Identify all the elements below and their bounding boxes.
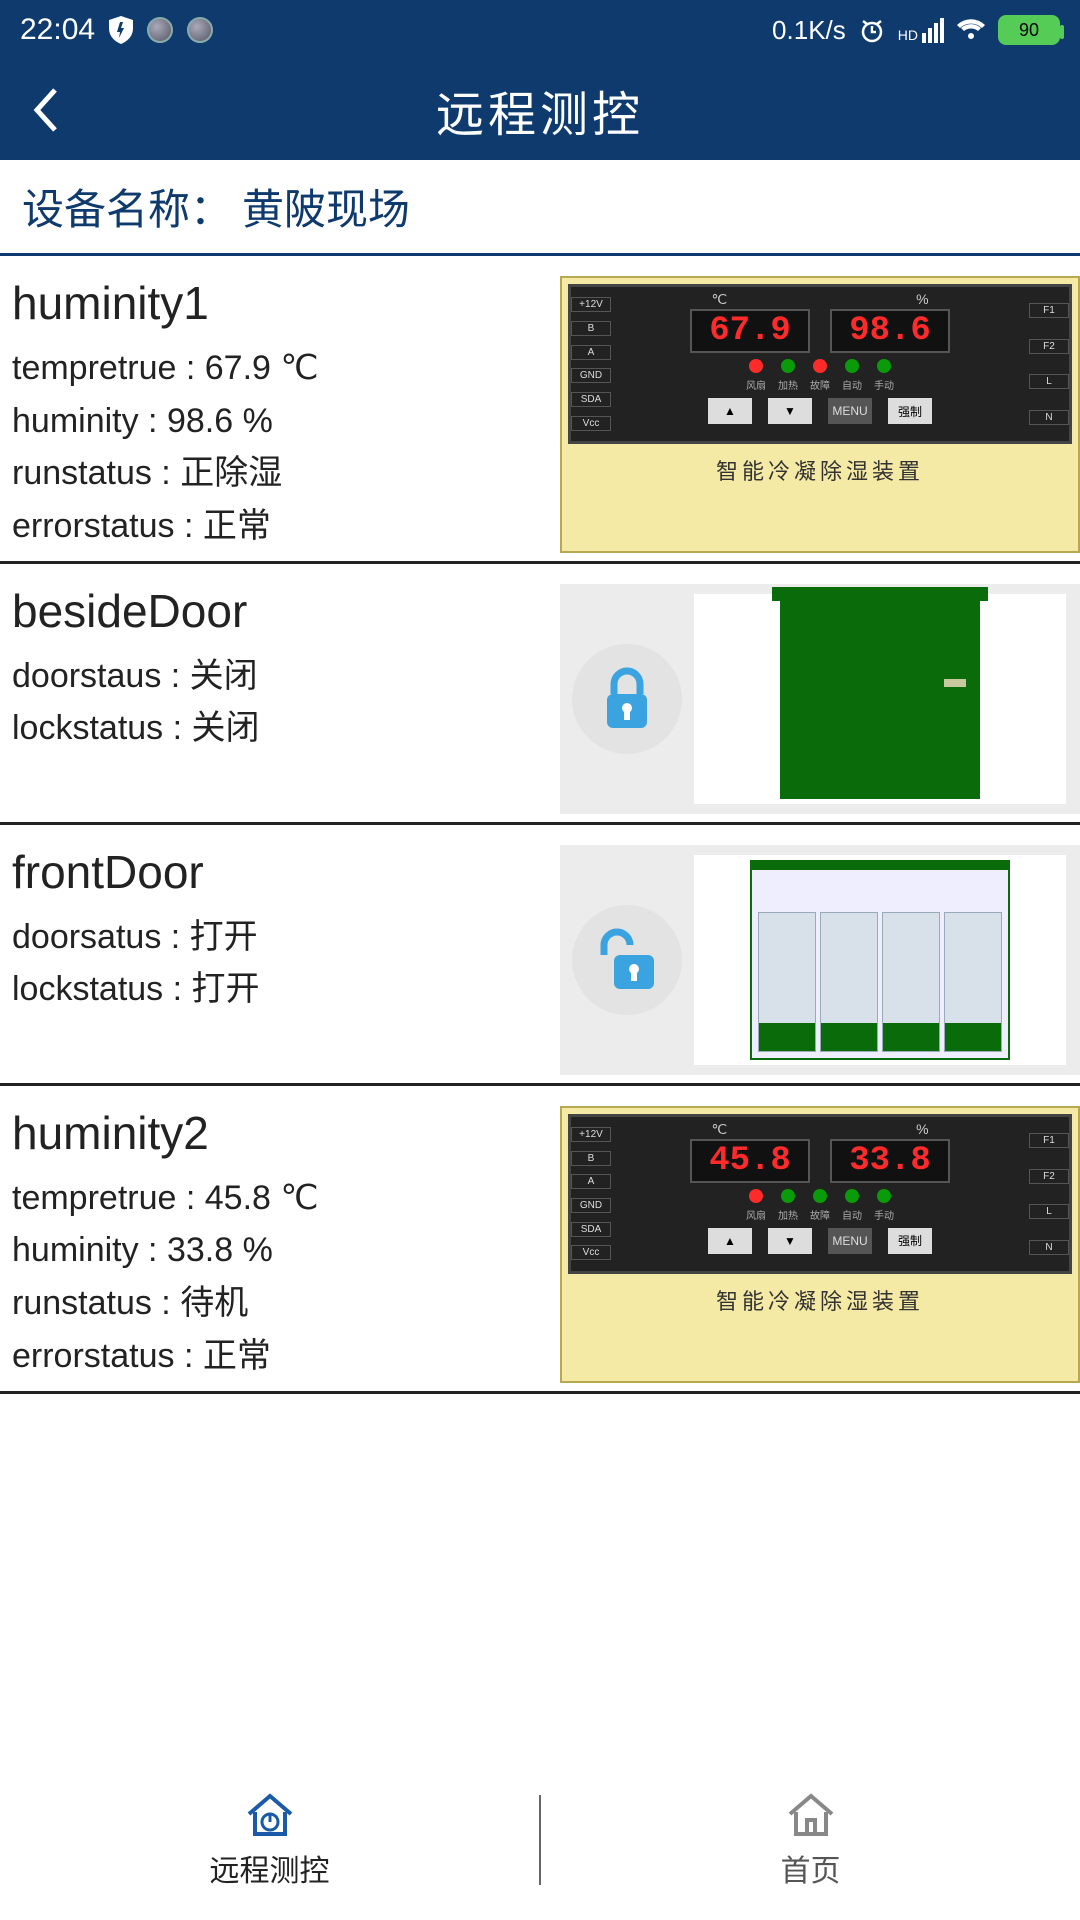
list-item[interactable]: frontDoor doorsatus : 打开lockstatus : 打开 xyxy=(0,825,1080,1086)
kv-line: errorstatus : 正常 xyxy=(12,1330,560,1383)
kv-line: lockstatus : 打开 xyxy=(12,963,560,1016)
cabinet-open-icon xyxy=(750,860,1010,1060)
status-dot-icon xyxy=(187,17,213,43)
panel-up-button: ▲ xyxy=(708,1228,752,1254)
kv-line: runstatus : 正除湿 xyxy=(12,447,560,500)
door-status-cell xyxy=(560,584,1080,814)
home-icon xyxy=(784,1790,838,1840)
humidity-display: 98.6 xyxy=(830,309,950,353)
status-left: 22:04 xyxy=(20,13,213,47)
list-item[interactable]: huminity1 tempretrue : 67.9 ℃huminity : … xyxy=(0,256,1080,564)
lock-closed-icon xyxy=(572,644,682,754)
kv-line: doorstaus : 关闭 xyxy=(12,650,560,703)
kv-line: doorsatus : 打开 xyxy=(12,911,560,964)
item-title: huminity2 xyxy=(12,1106,560,1160)
panel-left-labels: +12VBAGNDSDAVcc xyxy=(571,287,611,441)
device-name-value: 黄陂现场 xyxy=(242,176,410,237)
nav-home[interactable]: 首页 xyxy=(541,1790,1080,1890)
back-button[interactable] xyxy=(30,85,60,135)
status-right: 0.1K/s HD 90 xyxy=(772,15,1060,46)
humidity-display: 33.8 xyxy=(830,1139,950,1183)
item-title: huminity1 xyxy=(12,276,560,330)
page-title: 远程测控 xyxy=(436,75,644,145)
wifi-icon xyxy=(956,18,986,42)
dehumidifier-panel: +12VBAGNDSDAVcc ℃% 67.9 98.6 风扇加热故障自动手动 … xyxy=(560,276,1080,553)
kv-line: lockstatus : 关闭 xyxy=(12,702,560,755)
app-header: 远程测控 xyxy=(0,60,1080,160)
door-status-cell xyxy=(560,845,1080,1075)
panel-right-labels: F1F2LN xyxy=(1029,287,1069,441)
panel-caption: 智能冷凝除湿装置 xyxy=(716,454,924,486)
cabinet-closed-icon xyxy=(780,599,980,799)
device-name-label: 设备名称： xyxy=(22,176,232,237)
kv-line: tempretrue : 67.9 ℃ xyxy=(12,342,560,395)
list-item[interactable]: besideDoor doorstaus : 关闭lockstatus : 关闭 xyxy=(0,564,1080,825)
panel-menu-button: MENU xyxy=(828,1228,872,1254)
device-list: huminity1 tempretrue : 67.9 ℃huminity : … xyxy=(0,256,1080,1394)
alarm-icon xyxy=(858,16,886,44)
battery-icon: 90 xyxy=(998,15,1060,45)
shield-icon xyxy=(109,16,133,44)
kv-line: errorstatus : 正常 xyxy=(12,500,560,553)
led-row xyxy=(617,359,1023,375)
status-bar: 22:04 0.1K/s HD 90 xyxy=(0,0,1080,60)
item-title: besideDoor xyxy=(12,584,560,638)
item-title: frontDoor xyxy=(12,845,560,899)
panel-left-labels: +12VBAGNDSDAVcc xyxy=(571,1117,611,1271)
panel-menu-button: MENU xyxy=(828,398,872,424)
hd-signal-icon: HD xyxy=(898,18,944,43)
panel-force-button: 强制 xyxy=(888,1228,932,1254)
device-name-row: 设备名称： 黄陂现场 xyxy=(0,160,1080,256)
list-item[interactable]: huminity2 tempretrue : 45.8 ℃huminity : … xyxy=(0,1086,1080,1394)
dehumidifier-panel: +12VBAGNDSDAVcc ℃% 45.8 33.8 风扇加热故障自动手动 … xyxy=(560,1106,1080,1383)
temp-display: 67.9 xyxy=(690,309,810,353)
panel-caption: 智能冷凝除湿装置 xyxy=(716,1284,924,1316)
kv-line: runstatus : 待机 xyxy=(12,1277,560,1330)
panel-right-labels: F1F2LN xyxy=(1029,1117,1069,1271)
home-power-icon xyxy=(243,1790,297,1840)
nav-remote-label: 远程测控 xyxy=(210,1846,330,1890)
panel-down-button: ▼ xyxy=(768,1228,812,1254)
bottom-nav: 远程测控 首页 xyxy=(0,1760,1080,1920)
led-row xyxy=(617,1189,1023,1205)
panel-force-button: 强制 xyxy=(888,398,932,424)
status-time: 22:04 xyxy=(20,13,95,47)
panel-down-button: ▼ xyxy=(768,398,812,424)
kv-line: huminity : 98.6 % xyxy=(12,395,560,448)
net-speed: 0.1K/s xyxy=(772,15,846,46)
kv-line: tempretrue : 45.8 ℃ xyxy=(12,1172,560,1225)
temp-display: 45.8 xyxy=(690,1139,810,1183)
lock-open-icon xyxy=(572,905,682,1015)
kv-line: huminity : 33.8 % xyxy=(12,1224,560,1277)
nav-home-label: 首页 xyxy=(781,1846,841,1890)
nav-remote[interactable]: 远程测控 xyxy=(0,1790,539,1890)
panel-up-button: ▲ xyxy=(708,398,752,424)
status-dot-icon xyxy=(147,17,173,43)
